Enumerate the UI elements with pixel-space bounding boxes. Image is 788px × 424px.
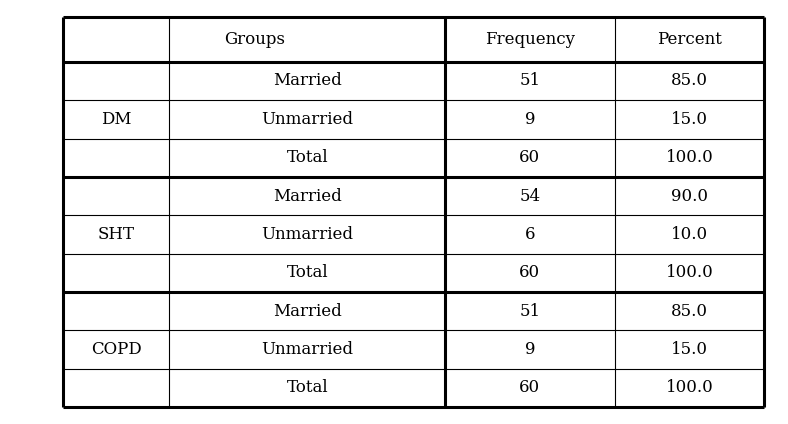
Text: Total: Total (287, 264, 328, 281)
Text: Total: Total (287, 149, 328, 166)
Text: 9: 9 (525, 111, 535, 128)
Text: 60: 60 (519, 149, 541, 166)
Text: 51: 51 (519, 73, 541, 89)
Text: 85.0: 85.0 (671, 303, 708, 320)
Text: Percent: Percent (657, 31, 722, 48)
Text: DM: DM (101, 111, 132, 128)
Text: Married: Married (273, 303, 342, 320)
Text: 60: 60 (519, 379, 541, 396)
Text: SHT: SHT (98, 226, 135, 243)
Text: Groups: Groups (224, 31, 284, 48)
Text: 9: 9 (525, 341, 535, 358)
Text: Married: Married (273, 73, 342, 89)
Text: 15.0: 15.0 (671, 111, 708, 128)
Text: 54: 54 (519, 187, 541, 204)
Text: Unmarried: Unmarried (262, 341, 353, 358)
Text: 100.0: 100.0 (666, 379, 713, 396)
Text: 90.0: 90.0 (671, 187, 708, 204)
Text: 100.0: 100.0 (666, 264, 713, 281)
Text: COPD: COPD (91, 341, 142, 358)
Text: 6: 6 (525, 226, 535, 243)
Text: 100.0: 100.0 (666, 149, 713, 166)
Text: 60: 60 (519, 264, 541, 281)
Text: Frequency: Frequency (485, 31, 575, 48)
Text: 85.0: 85.0 (671, 73, 708, 89)
Text: Unmarried: Unmarried (262, 111, 353, 128)
Text: 51: 51 (519, 303, 541, 320)
Text: 10.0: 10.0 (671, 226, 708, 243)
Text: Married: Married (273, 187, 342, 204)
Text: 15.0: 15.0 (671, 341, 708, 358)
Text: Unmarried: Unmarried (262, 226, 353, 243)
Text: Total: Total (287, 379, 328, 396)
